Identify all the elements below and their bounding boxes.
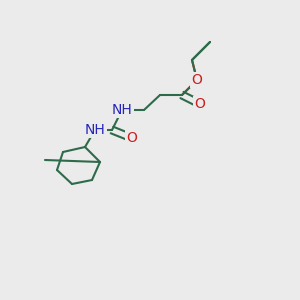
Text: NH: NH: [112, 103, 132, 117]
Text: NH: NH: [85, 123, 105, 137]
Text: O: O: [192, 73, 203, 87]
Text: O: O: [195, 97, 206, 111]
Text: O: O: [127, 131, 137, 145]
